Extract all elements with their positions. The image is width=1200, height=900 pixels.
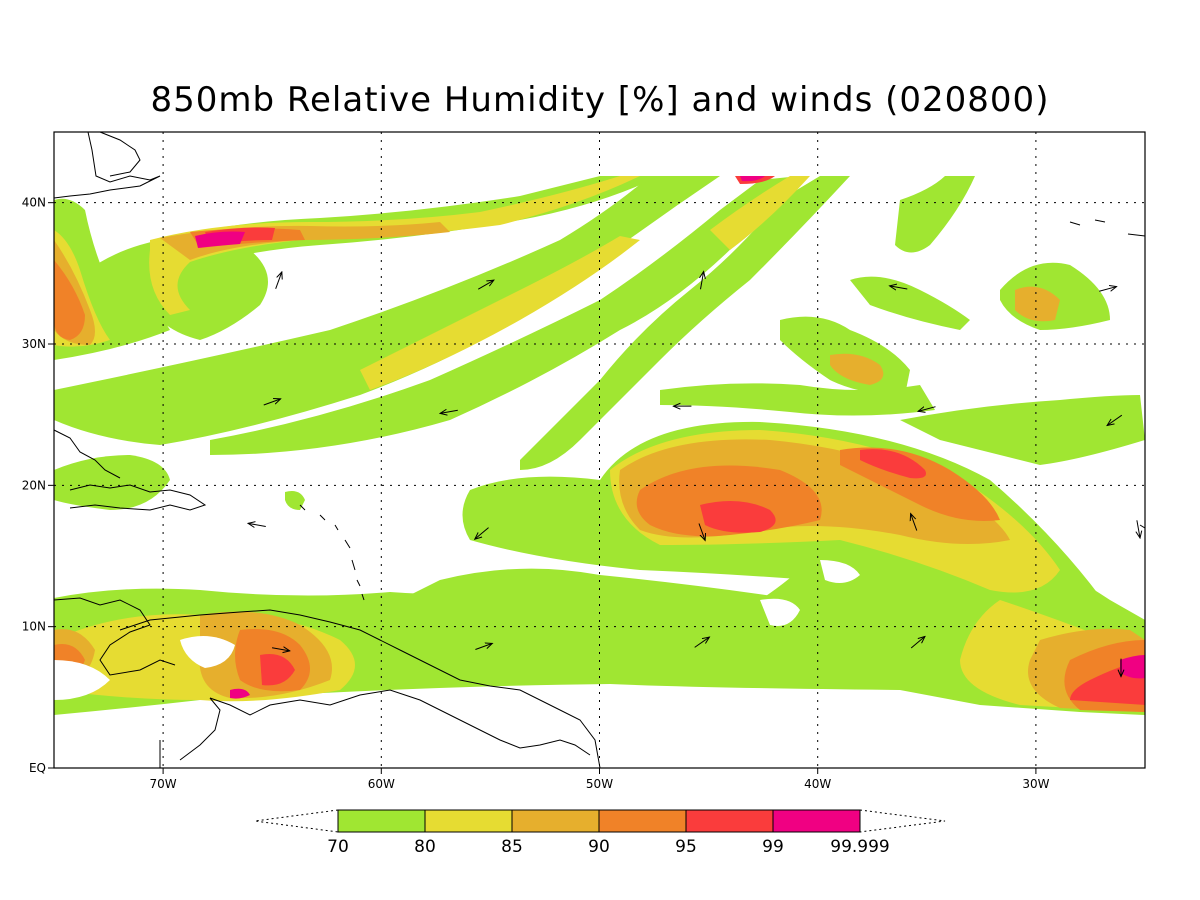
- longitude-axis: 70W 60W 50W 40W 30W: [150, 768, 1050, 791]
- wind-arrow: [911, 514, 918, 531]
- hispaniola-coast: [69, 484, 207, 511]
- coastlines: [53, 131, 1146, 769]
- y-tick-label: 30N: [22, 337, 46, 351]
- colorbar-swatch: [337, 809, 426, 833]
- wind-arrow: [694, 637, 710, 648]
- wind-arrow: [700, 272, 703, 290]
- wind-arrow: [698, 523, 705, 541]
- colorbar-swatch: [598, 809, 687, 833]
- rh-100-contour: [195, 176, 1145, 699]
- wind-vectors: [248, 272, 1140, 677]
- wind-arrow: [475, 643, 492, 651]
- wind-arrow: [890, 286, 908, 289]
- x-tick-label: 50W: [586, 777, 613, 791]
- wind-arrow: [477, 280, 494, 290]
- wind-arrow: [918, 406, 936, 412]
- x-tick-label: 40W: [804, 777, 831, 791]
- colorbar-level-label: 90: [588, 837, 610, 857]
- colorbar-level-label: 80: [414, 837, 436, 857]
- y-tick-label: EQ: [29, 761, 46, 775]
- colorbar-level-label: 99.999: [830, 837, 889, 857]
- wind-arrow: [263, 399, 281, 406]
- lat-lon-grid: [54, 132, 1145, 768]
- wind-arrow: [910, 636, 925, 649]
- colorbar-level-label: 95: [675, 837, 697, 857]
- dry-pockets: [54, 560, 860, 700]
- colorbar-level-label: 85: [501, 837, 523, 857]
- wind-arrow: [1137, 520, 1140, 538]
- wind-arrow: [248, 523, 266, 526]
- wind-arrow: [271, 648, 290, 651]
- central-america-coast: [53, 597, 176, 676]
- colorbar-swatch: [424, 809, 513, 833]
- map-title: 850mb Relative Humidity [%] and winds (0…: [150, 80, 1050, 120]
- north-america-coast: [53, 131, 161, 199]
- x-tick-label: 30W: [1022, 777, 1049, 791]
- y-tick-label: 20N: [22, 478, 46, 492]
- colorbar-swatch: [511, 809, 600, 833]
- y-tick-label: 40N: [22, 196, 46, 210]
- wind-arrow: [1107, 414, 1123, 425]
- colorbar-level-label: 70: [327, 837, 349, 857]
- humidity-field: [54, 176, 1145, 715]
- colorbar-swatch: [772, 809, 861, 833]
- colorbar-level-label: 99: [762, 837, 784, 857]
- cuba-coast: [53, 429, 121, 479]
- x-tick-label: 70W: [150, 777, 177, 791]
- colorbar-swatch: [685, 809, 774, 833]
- antilles-chain: [299, 504, 365, 601]
- wind-arrow: [440, 410, 458, 413]
- colorbar-right-extension: [859, 809, 946, 833]
- south-america-coast: [119, 609, 601, 769]
- wind-arrow: [475, 527, 489, 540]
- x-tick-label: 60W: [368, 777, 395, 791]
- wind-arrow: [275, 272, 282, 290]
- wind-arrow: [1099, 287, 1116, 292]
- latitude-axis: EQ 10N 20N 30N 40N: [22, 196, 54, 775]
- y-tick-label: 10N: [22, 620, 46, 634]
- colorbar-left-extension: [254, 809, 339, 833]
